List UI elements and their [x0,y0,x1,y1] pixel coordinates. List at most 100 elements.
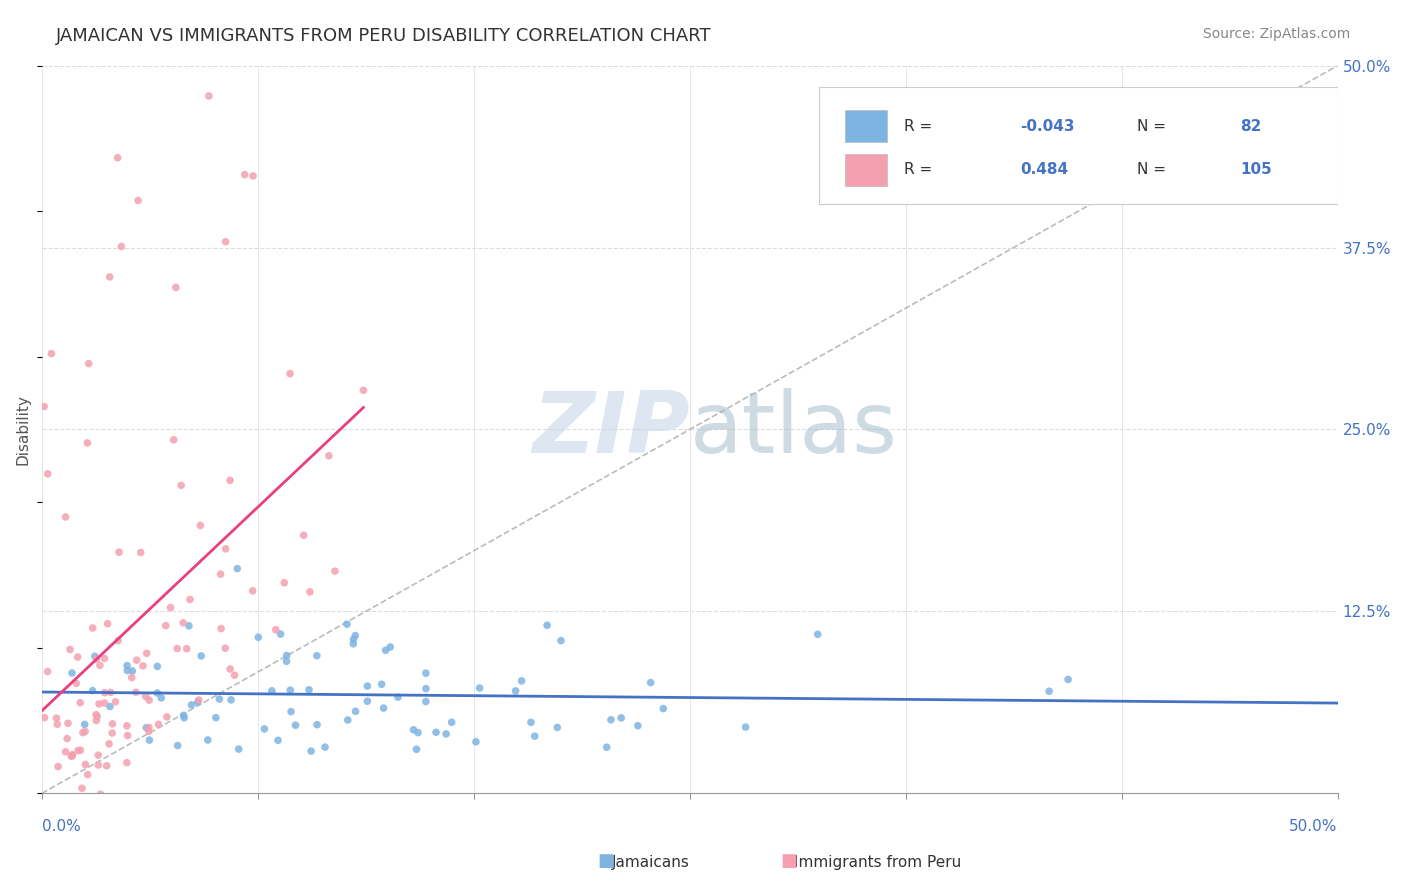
Point [87,748,110,763]
Point [98,737,121,751]
Point [135,690,157,704]
Point [510,673,533,688]
Point [415,666,437,681]
Point [356,694,378,708]
Point [107,151,129,165]
Text: N =: N = [1137,119,1171,134]
Point [273,575,295,590]
Text: 82: 82 [1240,119,1261,134]
Text: 0.0%: 0.0% [42,819,80,834]
Point [125,685,148,699]
Point [214,641,236,656]
Point [60,748,83,763]
Point [209,567,232,582]
Point [536,618,558,632]
Point [627,719,650,733]
Point [101,716,124,731]
Point [117,729,139,743]
Point [117,664,139,678]
Text: -0.043: -0.043 [1021,119,1074,134]
Point [93,696,115,710]
Point [342,637,364,651]
Point [69,696,91,710]
Point [208,692,231,706]
Point [356,679,378,693]
Point [600,713,623,727]
Point [187,693,209,707]
Text: ■: ■ [780,852,797,870]
Point [87,758,110,772]
Point [82,621,104,635]
Text: Source: ZipAtlas.com: Source: ZipAtlas.com [1202,27,1350,41]
Point [176,641,198,656]
Point [34,711,56,725]
Point [115,756,138,770]
Point [187,695,209,709]
Point [173,708,195,723]
Point [197,733,219,747]
Point [101,726,124,740]
Point [344,628,367,642]
Point [219,662,242,676]
Point [640,675,662,690]
Point [440,715,463,730]
Text: ■: ■ [598,852,614,870]
Point [155,618,177,632]
Point [87,697,110,711]
Point [127,194,149,208]
Point [65,676,87,690]
Point [148,717,170,731]
Point [86,714,108,728]
Point [121,664,143,678]
Point [505,684,527,698]
Point [59,642,82,657]
Point [214,235,236,249]
Point [264,623,287,637]
Point [132,659,155,673]
Point [1057,673,1080,687]
Point [219,693,242,707]
Point [284,718,307,732]
Point [387,690,409,705]
Point [807,627,830,641]
Text: 105: 105 [1240,162,1272,178]
Point [108,545,131,559]
Point [344,704,367,718]
Point [69,743,91,757]
Point [98,269,121,284]
Text: 0.484: 0.484 [1021,162,1069,178]
Bar [845,110,887,142]
Point [209,622,232,636]
Point [292,528,315,542]
Point [45,711,67,725]
Point [415,695,437,709]
Point [179,592,201,607]
Point [173,711,195,725]
Point [166,641,188,656]
Point [66,650,89,665]
Point [226,561,249,575]
Point [90,787,112,801]
Text: R =: R = [904,162,936,178]
Point [546,721,568,735]
Point [60,747,83,762]
Point [596,740,619,755]
Point [73,717,96,731]
Point [98,699,121,714]
Point [76,767,98,781]
Text: Immigrants from Peru: Immigrants from Peru [794,855,962,870]
Point [77,357,100,371]
Point [190,518,212,533]
Point [70,781,93,796]
Point [336,713,359,727]
Point [32,400,55,414]
Point [97,616,120,631]
Point [305,648,328,663]
Point [370,677,392,691]
Point [402,723,425,737]
Point [353,383,375,397]
Point [224,668,246,682]
Point [93,686,115,700]
Point [523,729,546,743]
Point [65,797,87,811]
